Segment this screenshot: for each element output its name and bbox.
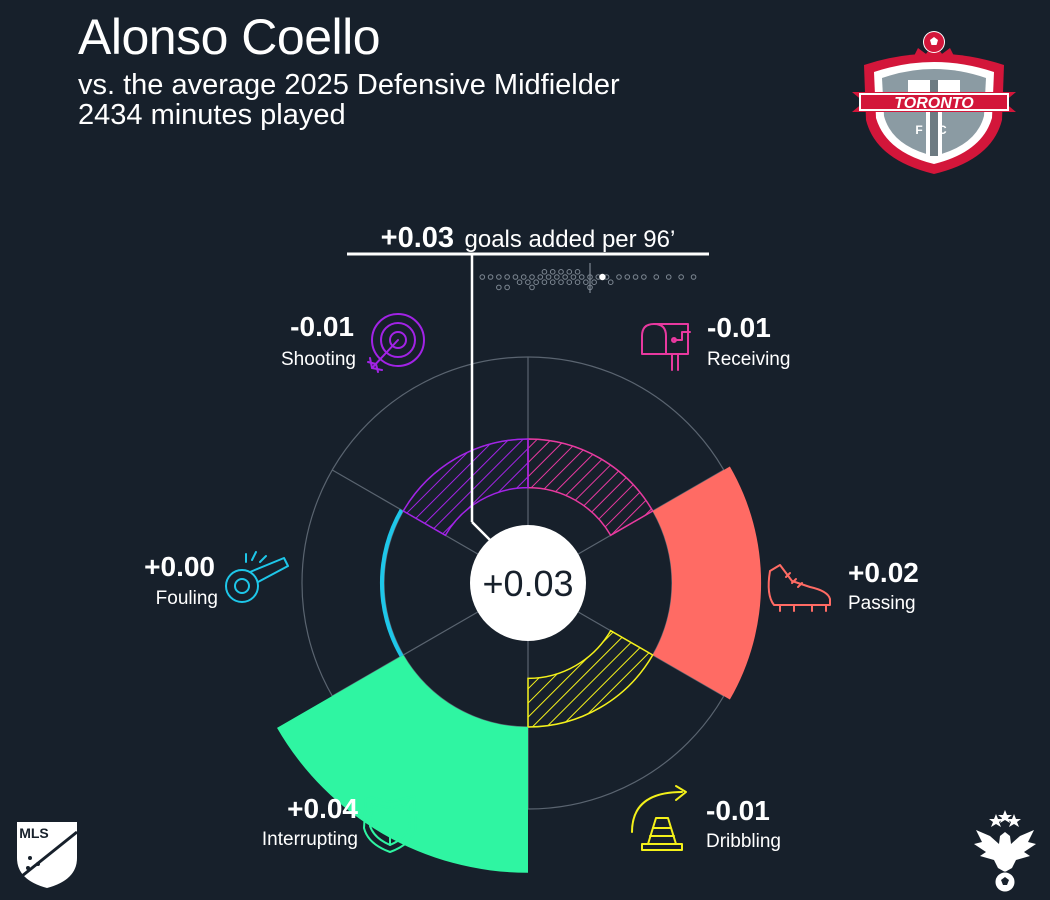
player-point [599,273,606,281]
bar-shooting [402,438,529,537]
shield-icon [363,795,417,853]
total-value: +0.03 [381,222,454,254]
distribution-point [574,279,581,286]
distribution-point [545,274,552,280]
category-value-dribbling: -0.01 [706,795,770,826]
distribution-point [496,274,502,280]
total-unit: goals added per 96’ [465,226,676,253]
bar-interrupting [277,655,528,873]
category-name-passing: Passing [848,593,916,614]
mls-logo: MLS [16,822,78,888]
distribution-point [574,269,581,275]
category-value-shooting: -0.01 [290,311,354,342]
category-labels: -0.01 Receiving +0.02 Passing -0.01 Dribbling… [144,311,919,852]
whistle-icon [225,551,289,603]
center-total-disc [470,525,586,641]
chart-center: +0.03 [470,254,586,641]
distribution-point [607,279,614,286]
distribution-point [665,274,672,280]
distribution-point [487,274,494,280]
distribution-point [558,279,564,286]
distribution-point [570,274,577,280]
distribution-point [566,279,573,286]
mls-wordmark: MLS [19,825,49,841]
distribution-point [616,274,622,280]
bar-dribbling [527,629,654,728]
distribution-point [641,274,647,280]
distribution-point [690,274,697,280]
distribution-point [541,279,548,286]
distribution-point [554,274,560,280]
distribution-point [479,274,486,280]
bar-receiving [527,438,654,537]
bar-fouling [379,508,404,658]
distribution-point [632,274,639,280]
distribution-point [549,279,556,286]
distribution-point [562,274,568,280]
distribution-point [583,279,589,286]
distribution-point [624,274,631,280]
total-value-text: +0.03 goals added per 96’ [381,222,676,254]
distribution-point [653,274,660,280]
category-value-interrupting: +0.04 [287,793,358,824]
distribution-point [504,284,510,291]
distribution-point [533,279,539,286]
category-value-receiving: -0.01 [707,312,771,343]
total-pointer-line-diag [471,521,491,541]
distribution-point [525,279,531,286]
mailbox-icon [641,323,691,371]
category-name-interrupting: Interrupting [262,829,358,850]
distribution-point [512,274,519,280]
category-name-shooting: Shooting [281,349,356,370]
distribution-point [566,269,573,275]
eagle-crest-logo [974,810,1036,893]
comparison-text: vs. the average 2025 Defensive Midfielde… [78,69,620,101]
distribution-point [549,269,556,275]
category-value-fouling: +0.00 [144,551,215,582]
distribution-point [558,269,564,275]
distribution-point [529,284,535,291]
distribution-point [537,274,544,280]
distribution-point [504,274,510,280]
traffic-cone-icon [631,785,687,851]
distribution-point [578,274,585,280]
distribution-point [541,269,548,275]
bar-passing [652,466,762,700]
distribution-beeswarm [479,263,697,293]
crest-wordmark: TORONTO [894,95,974,112]
page-title: Alonso Coello [78,9,381,65]
minutes-text: 2434 minutes played [78,99,346,131]
distribution-point [529,274,535,280]
crest-letters: F C [915,123,952,137]
distribution-point [496,284,502,291]
subtitle: vs. the average 2025 Defensive Midfielde… [78,70,620,130]
distribution-point [591,279,597,286]
chart-bars [277,438,762,873]
distribution-point [678,274,684,280]
center-total-label: +0.03 [482,563,573,604]
category-icons [225,313,831,853]
target-arrow-icon [367,313,425,373]
distribution-point [520,274,527,280]
toronto-fc-crest-logo: TORONTO F C [852,31,1016,174]
category-name-dribbling: Dribbling [706,831,781,852]
total-header: +0.03 goals added per 96’ [347,222,709,256]
distribution-point [516,279,523,286]
category-value-passing: +0.02 [848,557,919,588]
category-name-fouling: Fouling [156,588,218,609]
soccer-cleat-icon [767,564,831,612]
category-name-receiving: Receiving [707,349,790,370]
